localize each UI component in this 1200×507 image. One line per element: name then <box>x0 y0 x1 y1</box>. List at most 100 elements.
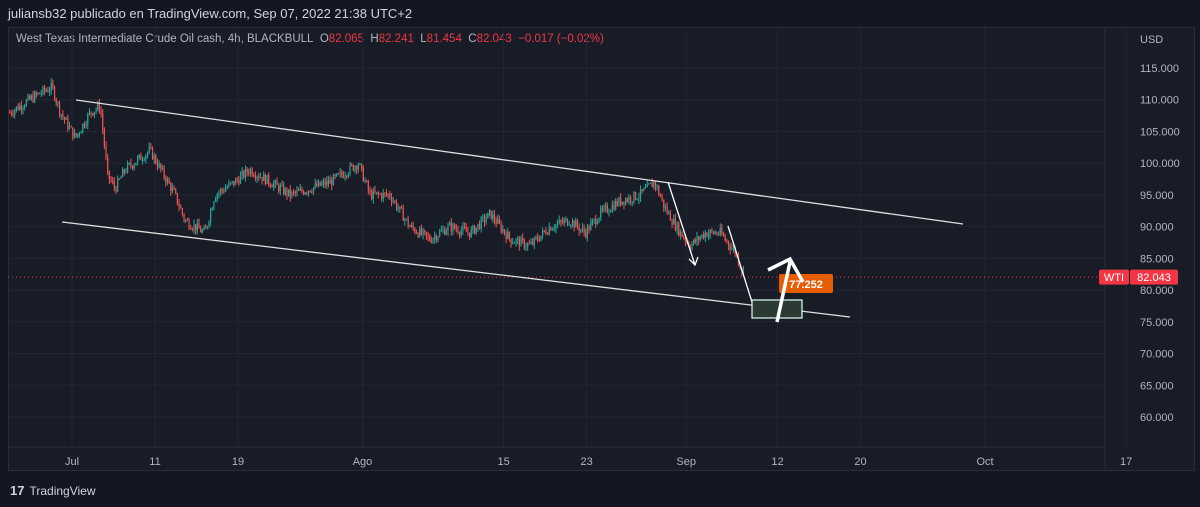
candle-body <box>70 126 72 128</box>
price-tick: 95.000 <box>1140 190 1174 202</box>
candle-body <box>138 154 140 158</box>
candle-body <box>42 87 44 94</box>
candle-body <box>186 220 188 222</box>
candle-body <box>678 223 680 236</box>
candle-body <box>228 183 230 188</box>
candle-body <box>478 223 481 229</box>
candle-body <box>673 218 675 225</box>
candle-body <box>732 247 735 249</box>
candle-body <box>684 238 686 242</box>
candle-body <box>726 239 728 242</box>
candle-body <box>284 188 286 194</box>
candle-body <box>213 201 215 209</box>
candle-body <box>233 181 235 185</box>
candle-body <box>354 166 356 171</box>
candle-body <box>29 95 31 100</box>
candle-body <box>649 182 652 184</box>
candle-body <box>681 231 683 238</box>
candle-body <box>482 216 484 218</box>
candle-body <box>576 220 579 227</box>
price-axis: 115.000 110.000 105.000 100.000 95.000 90.000… <box>1140 63 1180 424</box>
candle-body <box>289 189 291 197</box>
candle-body <box>166 179 169 183</box>
currency-label: USD <box>1140 34 1163 46</box>
price-tick: 80.000 <box>1140 285 1174 297</box>
candle-body <box>44 87 46 91</box>
candle-body <box>143 159 145 161</box>
candle-body <box>543 230 545 232</box>
candle-body <box>80 131 82 134</box>
candle-body <box>65 118 67 120</box>
annotation-label-bg <box>779 274 833 293</box>
candle-body <box>626 199 628 202</box>
candle-body <box>57 102 59 104</box>
candle-body <box>344 175 346 178</box>
candle-body <box>180 207 182 209</box>
candle-body <box>78 133 81 135</box>
time-tick: 11 <box>149 456 160 468</box>
candle-body <box>238 180 240 184</box>
candle-body <box>19 105 21 110</box>
candle-body <box>377 192 379 195</box>
candle-body <box>34 92 36 102</box>
arrow-down-1 <box>667 181 699 267</box>
chart-pane[interactable] <box>8 27 1195 471</box>
candle-body <box>369 190 371 193</box>
candle-body <box>659 194 662 198</box>
price-tick: 60.000 <box>1140 412 1174 424</box>
candle-body <box>17 106 19 110</box>
candle-body <box>729 245 731 250</box>
candle-body <box>535 237 537 239</box>
candle-body <box>191 229 193 231</box>
candle-body <box>140 154 142 161</box>
candle-body <box>296 190 298 193</box>
candle-body <box>77 133 79 137</box>
candle-body <box>385 192 388 195</box>
candle-body <box>268 175 270 184</box>
candle-body <box>317 181 320 187</box>
candle-body <box>376 192 378 194</box>
channel-upper-line <box>75 99 964 225</box>
candle-body <box>709 230 711 234</box>
candle-body <box>595 218 597 225</box>
candle-body <box>467 231 469 233</box>
candle-body <box>598 217 600 222</box>
change-value: −0.017 (−0.02%) <box>518 33 604 45</box>
candle-body <box>205 227 207 229</box>
candle-body <box>155 155 157 164</box>
candle-body <box>472 225 474 230</box>
candle-body <box>717 234 720 236</box>
candle-body <box>371 192 373 199</box>
candle-body <box>269 183 271 187</box>
last-price-tag: WTI 82.043 <box>1099 269 1178 285</box>
candle-body <box>361 163 363 168</box>
candle-body <box>538 239 540 241</box>
candle-body <box>324 181 326 186</box>
candle-body <box>263 174 265 181</box>
candle-body <box>540 235 542 241</box>
candle-body <box>87 114 89 125</box>
candle-body <box>420 228 423 235</box>
candle-body <box>85 124 87 127</box>
candle-body <box>387 194 389 196</box>
candle-body <box>483 216 486 223</box>
candle-body <box>505 233 507 239</box>
candle-body <box>708 233 710 237</box>
candle-body <box>583 228 585 233</box>
candle-body <box>50 82 52 91</box>
candle-body <box>73 133 76 138</box>
candle-body <box>570 224 572 226</box>
candle-body <box>545 231 547 234</box>
candle-body <box>170 183 172 192</box>
price-tick: 75.000 <box>1140 317 1174 329</box>
candle-body <box>571 220 574 225</box>
candle-body <box>246 168 248 173</box>
candle-body <box>123 169 125 173</box>
candle-body <box>563 220 565 223</box>
candle-body <box>742 271 745 273</box>
tradingview-branding[interactable]: 17 TradingView <box>10 483 96 498</box>
candle-body <box>211 208 213 211</box>
candle-body <box>195 224 197 231</box>
candle-body <box>561 221 564 223</box>
